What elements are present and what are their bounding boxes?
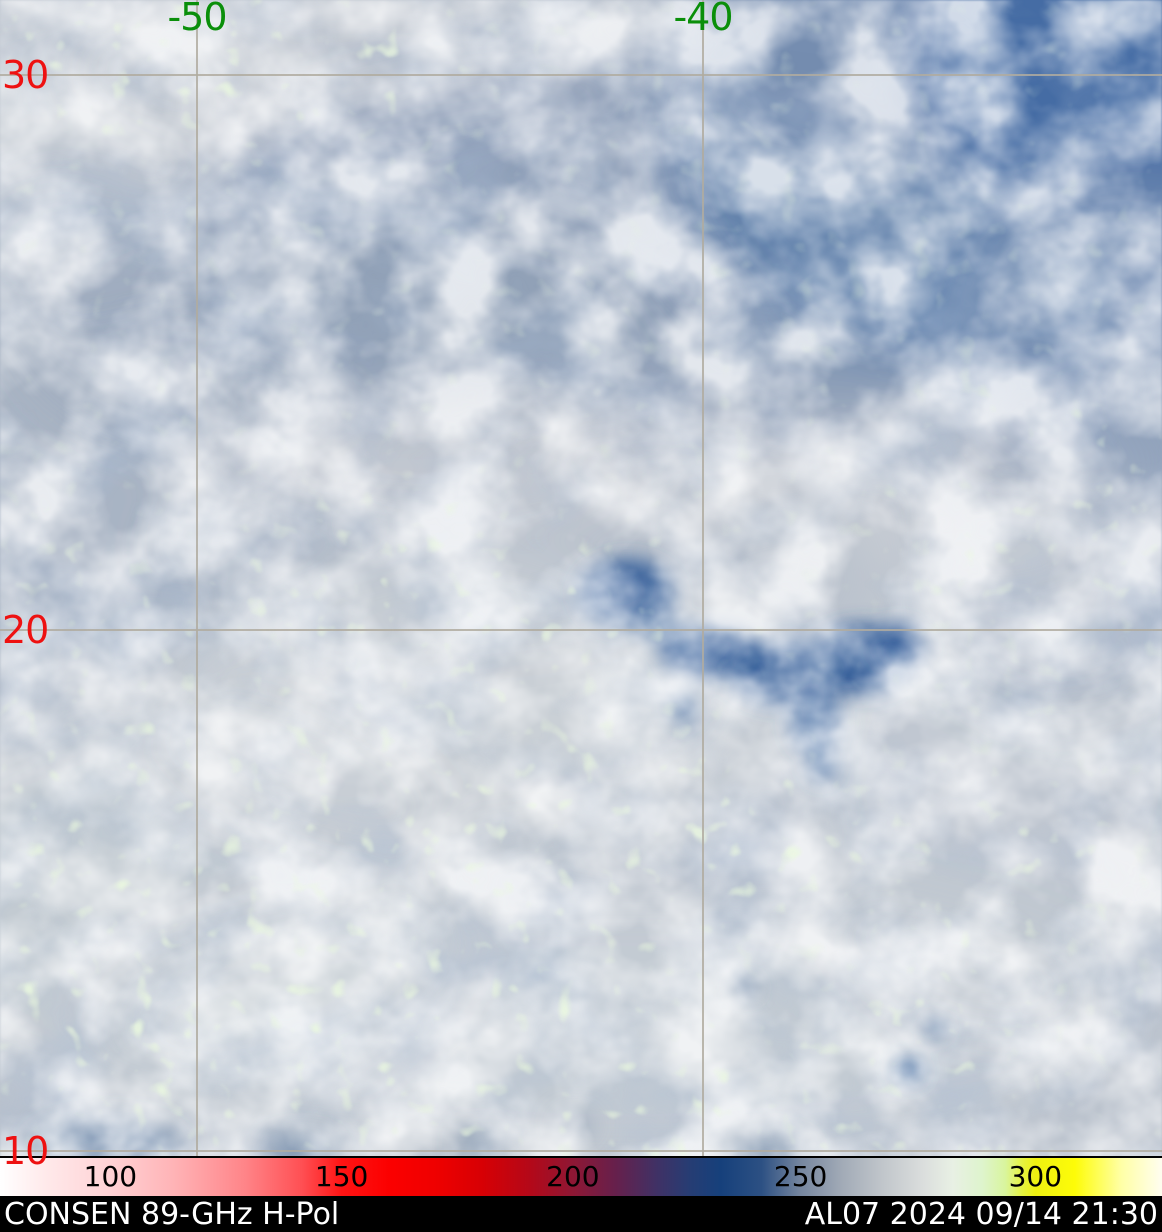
lon-label--40: -40: [673, 0, 733, 39]
lat-label-20: 20: [2, 608, 49, 652]
colorbar-tick-200: 200: [546, 1160, 600, 1193]
gridline-lat-10: [0, 1150, 1162, 1152]
colorbar-tick-250: 250: [773, 1160, 828, 1193]
storm-datetime-label: AL07 2024 09/14 21:30: [804, 1196, 1158, 1232]
gridline-lat-30: [0, 74, 1162, 76]
colorbar-tick-100: 100: [83, 1160, 138, 1193]
lat-label-10: 10: [2, 1129, 49, 1173]
lat-label-30: 30: [2, 53, 49, 97]
green-speckle-texture: [0, 0, 1162, 1158]
colorbar-gradient: [0, 1158, 1162, 1196]
lon-label--50: -50: [167, 0, 227, 39]
caption-bar: CONSEN 89-GHz H-Pol AL07 2024 09/14 21:3…: [0, 1196, 1162, 1232]
sensor-label: CONSEN 89-GHz H-Pol: [4, 1196, 340, 1232]
cloud-scene: [0, 0, 1162, 1158]
satellite-image: [0, 0, 1162, 1158]
gridline-lat-20: [0, 629, 1162, 631]
colorbar-tick-150: 150: [314, 1160, 369, 1193]
gridline-lon--50: [196, 0, 198, 1158]
colorbar-tick-300: 300: [1008, 1160, 1063, 1193]
colorbar: 100 150 200 250 300: [0, 1156, 1162, 1196]
gridline-lon--40: [702, 0, 704, 1158]
